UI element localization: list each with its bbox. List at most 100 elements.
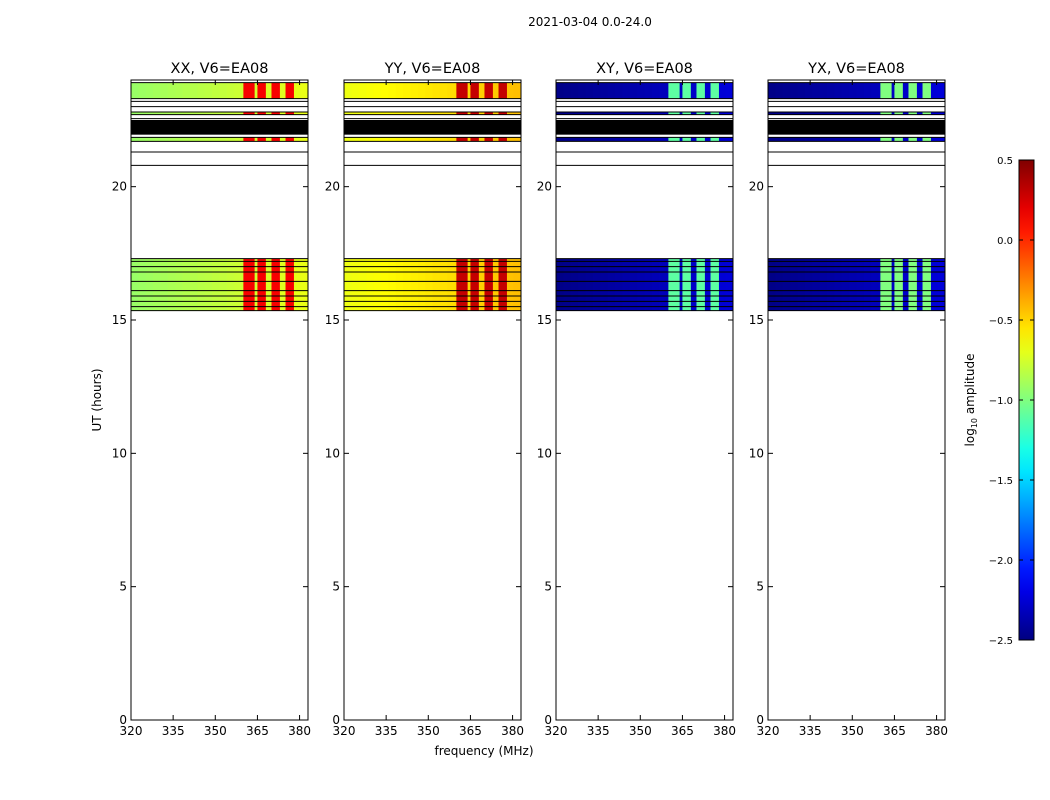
y-tick-label: 0 [544,713,552,727]
data-cell [358,82,367,99]
data-cell [226,112,235,115]
bright-column [880,258,892,311]
bright-column [484,112,493,115]
data-cell [688,258,697,311]
bright-column [894,137,903,142]
data-cell [563,137,572,142]
data-cell [506,137,515,142]
data-cell [204,82,213,99]
data-cell [725,258,734,311]
x-tick-label: 350 [841,724,864,738]
data-cell [145,112,154,115]
data-cell [300,137,309,142]
data-cell [506,82,515,99]
data-cell [395,258,404,311]
data-cell [775,112,784,115]
y-tick-label: 0 [332,713,340,727]
data-cell [131,82,139,99]
data-cell [197,258,206,311]
data-cell [782,137,791,142]
data-cell [841,82,850,99]
data-cell [585,258,594,311]
bright-column [696,137,705,142]
data-cell [834,82,843,99]
data-cell [578,137,586,142]
data-cell [556,137,564,142]
data-cell [300,258,309,311]
data-cell [570,137,579,142]
x-tick-label: 335 [799,724,822,738]
data-cell [585,112,594,115]
data-cell [937,112,946,115]
panel-title: XY, V6=EA08 [596,61,693,77]
data-cell [812,258,821,311]
bright-column [710,258,719,311]
data-cell [578,82,586,99]
bright-column [908,112,917,115]
panel-title: XX, V6=EA08 [171,61,269,77]
data-cell [585,82,594,99]
bright-column [682,112,691,115]
bright-column [710,82,719,99]
data-cell [775,258,784,311]
colorbar-tick-label: 0.0 [997,236,1013,247]
data-cell [476,82,485,99]
data-cell [718,137,727,142]
data-cell [167,112,176,115]
bright-column [498,82,507,99]
data-cell [197,137,206,142]
data-cell [175,258,184,311]
bright-column [470,112,479,115]
data-cell [190,82,198,99]
data-cell [615,82,623,99]
y-tick-label: 20 [537,180,552,194]
data-cell [915,137,924,142]
data-cell [827,258,835,311]
panel-frame [555,79,734,721]
data-cell [219,112,228,115]
data-cell [278,82,287,99]
data-cell [615,258,623,311]
bright-column [257,258,266,311]
panel-frame [130,79,309,721]
data-cell [226,137,235,142]
data-cell [644,137,653,142]
bright-column [243,112,255,115]
data-cell [403,137,411,142]
data-cell [849,258,857,311]
y-tick-label: 15 [325,313,340,327]
data-cell [797,82,806,99]
data-cell [366,258,374,311]
data-cell [863,137,872,142]
data-cell [366,112,374,115]
data-cell [651,137,660,142]
bright-column [243,137,255,142]
bright-column [456,258,468,311]
data-cell [556,112,564,115]
data-cell [622,112,631,115]
data-cell [182,82,191,99]
data-cell [827,112,835,115]
data-cell [167,258,176,311]
data-cell [447,137,456,142]
y-tick-label: 5 [119,580,127,594]
bright-column [922,258,931,311]
bright-column [696,258,705,311]
data-cell [175,112,184,115]
y-tick-label: 15 [537,313,552,327]
y-axis-label: UT (hours) [90,368,104,431]
x-tick-label: 320 [757,724,780,738]
bright-column [484,82,493,99]
data-cell [175,137,184,142]
data-cell [447,258,456,311]
data-cell [219,258,228,311]
colorbar-tick-label: −0.5 [989,316,1013,327]
data-cell [688,137,697,142]
data-cell [804,112,813,115]
bright-column [696,112,705,115]
bright-column [285,258,294,311]
data-cell [513,82,522,99]
x-tick-label: 350 [417,724,440,738]
data-cell [629,112,638,115]
data-cell [417,137,426,142]
